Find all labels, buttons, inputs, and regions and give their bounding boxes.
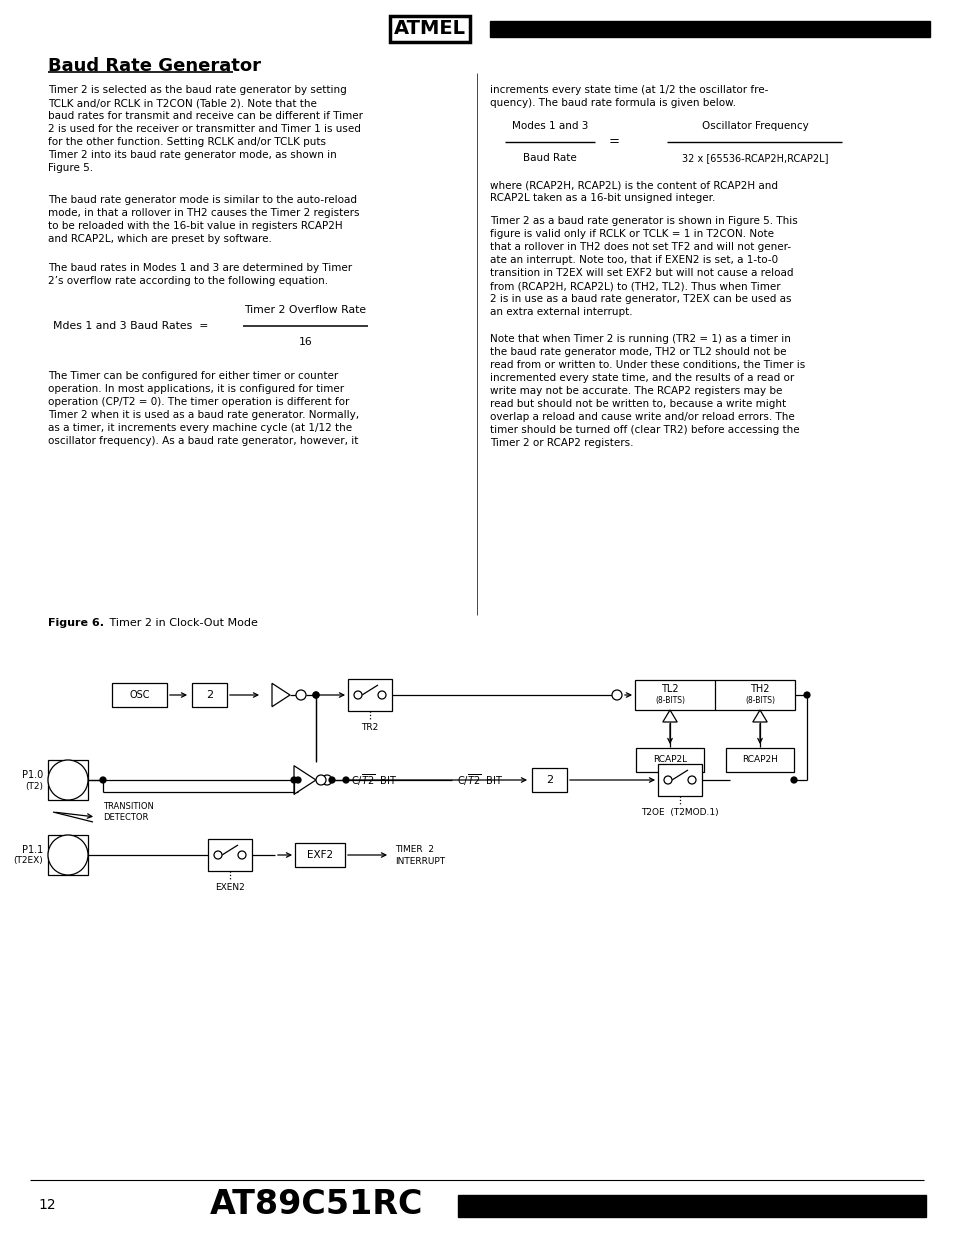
Bar [457, 1195, 925, 1216]
Bar [112, 683, 168, 706]
Text: P1.1: P1.1 [22, 845, 43, 855]
Text: Baud Rate Generator: Baud Rate Generator [48, 57, 261, 75]
Bar [532, 768, 567, 792]
Polygon shape [752, 710, 766, 722]
Text: Timer 2 Overflow Rate: Timer 2 Overflow Rate [244, 305, 366, 315]
Bar [193, 683, 227, 706]
Text: TR2: TR2 [361, 722, 378, 732]
Text: ATMEL: ATMEL [394, 20, 465, 38]
Text: Mdes 1 and 3 Baud Rates  =: Mdes 1 and 3 Baud Rates = [53, 321, 208, 331]
Circle shape [291, 777, 296, 783]
Circle shape [213, 851, 222, 860]
Text: =: = [608, 136, 619, 148]
Bar [635, 680, 794, 710]
Text: TRANSITION
DETECTOR: TRANSITION DETECTOR [103, 802, 153, 823]
Text: Note that when Timer 2 is running (TR2 = 1) as a timer in
the baud rate generato: Note that when Timer 2 is running (TR2 =… [490, 333, 804, 448]
Circle shape [790, 777, 796, 783]
Text: Figure 6.: Figure 6. [48, 618, 104, 629]
Text: 2: 2 [206, 690, 213, 700]
Text: 32 x [65536-RCAP2H,RCAP2L]: 32 x [65536-RCAP2H,RCAP2L] [681, 153, 827, 163]
Polygon shape [294, 766, 315, 794]
Text: Baud Rate: Baud Rate [522, 153, 577, 163]
Circle shape [315, 776, 326, 785]
Text: Timer 2 is selected as the baud rate generator by setting
TCLK and/or RCLK in T2: Timer 2 is selected as the baud rate gen… [48, 85, 363, 173]
Bar [48, 760, 88, 800]
Text: P1.0: P1.0 [22, 769, 43, 781]
Text: EXF2: EXF2 [307, 850, 333, 860]
Bar [208, 839, 252, 871]
Circle shape [100, 777, 106, 783]
Text: Oscillator Frequency: Oscillator Frequency [700, 121, 807, 131]
Circle shape [687, 776, 696, 784]
Bar [48, 835, 88, 876]
Text: EXEN2: EXEN2 [214, 883, 245, 892]
Polygon shape [272, 683, 290, 706]
Text: (T2EX): (T2EX) [13, 857, 43, 866]
Text: The baud rate generator mode is similar to the auto-reload
mode, in that a rollo: The baud rate generator mode is similar … [48, 195, 359, 245]
Text: The baud rates in Modes 1 and 3 are determined by Timer
2’s overflow rate accord: The baud rates in Modes 1 and 3 are dete… [48, 263, 352, 287]
Circle shape [377, 692, 386, 699]
Circle shape [294, 777, 301, 783]
Text: C/$\overline{T2}$  BIT: C/$\overline{T2}$ BIT [456, 772, 502, 788]
Polygon shape [662, 710, 677, 722]
Bar [658, 764, 701, 797]
Text: 16: 16 [298, 337, 312, 347]
Bar [490, 21, 929, 37]
Circle shape [237, 851, 246, 860]
Circle shape [329, 777, 335, 783]
Text: C/$\overline{T2}$  BIT: C/$\overline{T2}$ BIT [351, 772, 396, 788]
Circle shape [354, 692, 361, 699]
Circle shape [612, 690, 621, 700]
Bar [636, 748, 703, 772]
Circle shape [48, 835, 88, 876]
Text: (8-BITS): (8-BITS) [655, 695, 684, 704]
Text: The Timer can be configured for either timer or counter
operation. In most appli: The Timer can be configured for either t… [48, 370, 358, 446]
Text: RCAP2L: RCAP2L [652, 756, 686, 764]
Text: 12: 12 [38, 1198, 55, 1212]
Text: where (RCAP2H, RCAP2L) is the content of RCAP2H and
RCAP2L taken as a 16-bit uns: where (RCAP2H, RCAP2L) is the content of… [490, 180, 778, 203]
Text: RCAP2H: RCAP2H [741, 756, 777, 764]
Text: T2OE  (T2MOD.1): T2OE (T2MOD.1) [640, 808, 718, 818]
Text: (8-BITS): (8-BITS) [744, 695, 774, 704]
Text: 2: 2 [546, 776, 553, 785]
Text: Modes 1 and 3: Modes 1 and 3 [511, 121, 588, 131]
Circle shape [663, 776, 671, 784]
Circle shape [313, 692, 318, 698]
Text: (T2): (T2) [25, 782, 43, 790]
Text: OSC: OSC [130, 690, 150, 700]
Text: Timer 2 as a baud rate generator is shown in Figure 5. This
figure is valid only: Timer 2 as a baud rate generator is show… [490, 216, 797, 317]
Circle shape [322, 776, 332, 785]
Bar [725, 748, 793, 772]
Circle shape [313, 692, 318, 698]
Text: INTERRUPT: INTERRUPT [395, 857, 445, 866]
Text: TH2: TH2 [749, 684, 769, 694]
Circle shape [803, 692, 809, 698]
Circle shape [295, 690, 306, 700]
Circle shape [48, 760, 88, 800]
Text: TIMER  2: TIMER 2 [395, 846, 434, 855]
Text: AT89C51RC: AT89C51RC [210, 1188, 423, 1221]
Text: TL2: TL2 [660, 684, 679, 694]
Circle shape [343, 777, 349, 783]
Text: increments every state time (at 1/2 the oscillator fre-
quency). The baud rate f: increments every state time (at 1/2 the … [490, 85, 767, 107]
Text: Timer 2 in Clock-Out Mode: Timer 2 in Clock-Out Mode [106, 618, 257, 629]
Bar [348, 679, 392, 711]
Bar [294, 844, 345, 867]
